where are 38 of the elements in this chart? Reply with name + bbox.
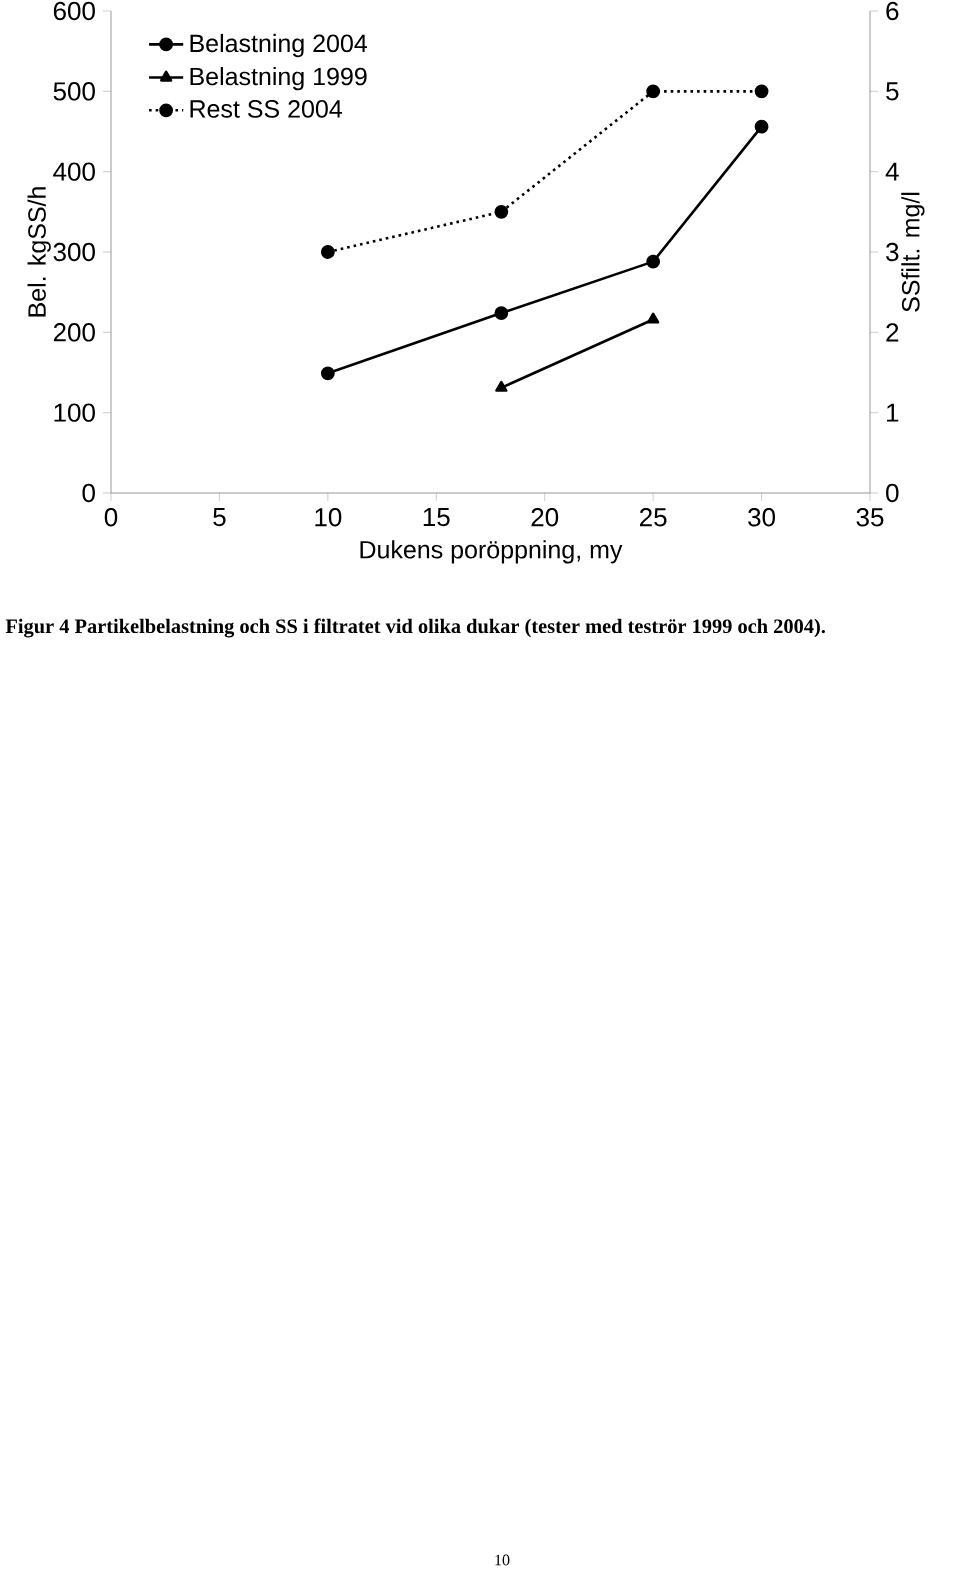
point xyxy=(494,204,509,219)
point xyxy=(754,84,769,99)
y2-tick-label: 1 xyxy=(887,403,899,422)
y2-axis-title: SSfilt. mg/l xyxy=(901,192,925,312)
y-tick-label: 0 xyxy=(82,483,95,503)
y2-tick-label: 2 xyxy=(886,323,899,342)
x-tick-label: 5 xyxy=(213,508,226,527)
y-tick-label: 300 xyxy=(53,242,95,262)
x-tick-label: 35 xyxy=(856,508,884,527)
y-tick-label: 200 xyxy=(53,323,95,342)
y-axis-title: Bel. kgSS/h xyxy=(27,187,51,317)
legend-label: Belastning 1999 xyxy=(190,66,367,91)
legend-label: Belastning 2004 xyxy=(190,33,368,58)
text: 10 xyxy=(495,1554,510,1566)
point xyxy=(646,254,661,269)
y2-tick-label: 6 xyxy=(886,1,899,21)
x-tick-label: 10 xyxy=(315,508,342,527)
point xyxy=(320,245,335,259)
point xyxy=(754,119,769,134)
y-tick-label: 600 xyxy=(53,1,95,21)
y-tick-label: 400 xyxy=(53,162,95,181)
point xyxy=(494,306,509,320)
legend-label: Rest SS 2004 xyxy=(190,100,342,118)
point xyxy=(320,366,335,381)
y2-tick-label: 0 xyxy=(886,483,899,503)
x-axis-title: Dukens poröppning, my xyxy=(360,540,623,564)
y2-tick-label: 5 xyxy=(886,82,899,101)
point xyxy=(646,84,661,99)
y-tick-label: 100 xyxy=(54,403,95,422)
x-tick-label: 0 xyxy=(104,508,118,527)
y2-tick-label: 4 xyxy=(885,162,899,181)
x-tick-label: 20 xyxy=(531,508,559,527)
x-tick-label: 25 xyxy=(640,508,667,527)
text: Figur 4 Partikelbelastning och SS i filtratet vid olika dukar (tester med teströr 1999 och 2004). xyxy=(5,618,825,638)
x-tick-label: 15 xyxy=(423,508,450,527)
y2-tick-label: 3 xyxy=(886,242,899,262)
y-tick-label: 500 xyxy=(53,82,95,101)
x-tick-label: 30 xyxy=(748,508,776,527)
